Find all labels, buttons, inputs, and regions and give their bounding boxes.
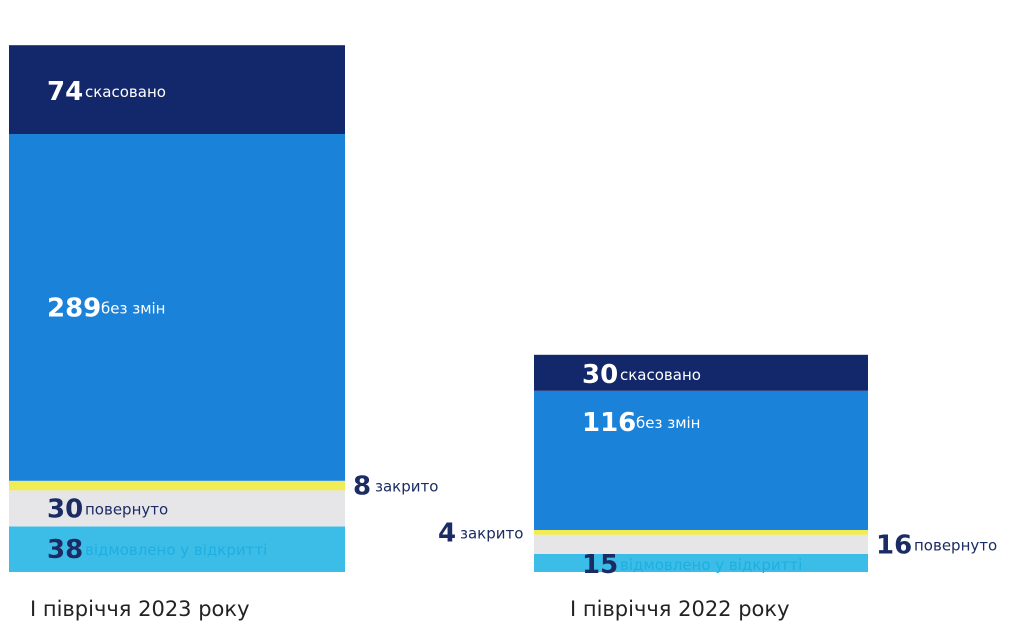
category-label-без-змін-0: без змін [101, 299, 166, 317]
bar-segment-скасовано-0 [9, 45, 345, 135]
bar-segment-скасовано-1 [534, 354, 868, 391]
category-label-скасовано-1: скасовано [620, 366, 701, 384]
bar-segment-без-змін-0 [9, 134, 345, 481]
category-label-закрито-0: закрито [375, 478, 438, 496]
category-label-повернуто-0: повернуто [85, 500, 168, 518]
bar-segment-відмовлено-у-відкритті-0 [9, 526, 345, 572]
bar-caption-1: I півріччя 2022 року [570, 597, 790, 621]
bar-segment-закрито-1 [534, 530, 868, 535]
value-label-без-змін-1: 116 [582, 408, 636, 438]
category-label-повернуто-1: повернуто [914, 536, 997, 554]
bars-layer [9, 45, 868, 572]
value-label-відмовлено-у-відкритті-0: 38 [47, 535, 83, 565]
value-label-повернуто-0: 30 [47, 494, 83, 524]
bar-segment-повернуто-0 [9, 490, 345, 527]
value-label-скасовано-1: 30 [582, 360, 618, 390]
category-label-скасовано-0: скасовано [85, 83, 166, 101]
bar-segment-повернуто-1 [534, 534, 868, 554]
value-label-скасовано-0: 74 [47, 77, 83, 107]
value-label-закрито-1: 4 [438, 518, 456, 548]
category-label-відмовлено-у-відкритті-1: відмовлено у відкритті [620, 556, 802, 574]
bar-segment-без-змін-1 [534, 390, 868, 530]
value-label-закрито-0: 8 [353, 472, 371, 502]
captions-layer: I півріччя 2023 року I півріччя 2022 року [30, 597, 790, 621]
bar-segment-закрито-0 [9, 480, 345, 491]
category-label-закрито-1: закрито [460, 524, 523, 542]
category-label-відмовлено-у-відкритті-0: відмовлено у відкритті [85, 541, 267, 559]
bar-segment-відмовлено-у-відкритті-1 [534, 554, 868, 572]
value-label-повернуто-1: 16 [876, 530, 912, 560]
bar-caption-0: I півріччя 2023 року [30, 597, 250, 621]
category-label-без-змін-1: без змін [636, 414, 701, 432]
value-label-відмовлено-у-відкритті-1: 15 [582, 550, 618, 580]
value-label-без-змін-0: 289 [47, 293, 101, 323]
